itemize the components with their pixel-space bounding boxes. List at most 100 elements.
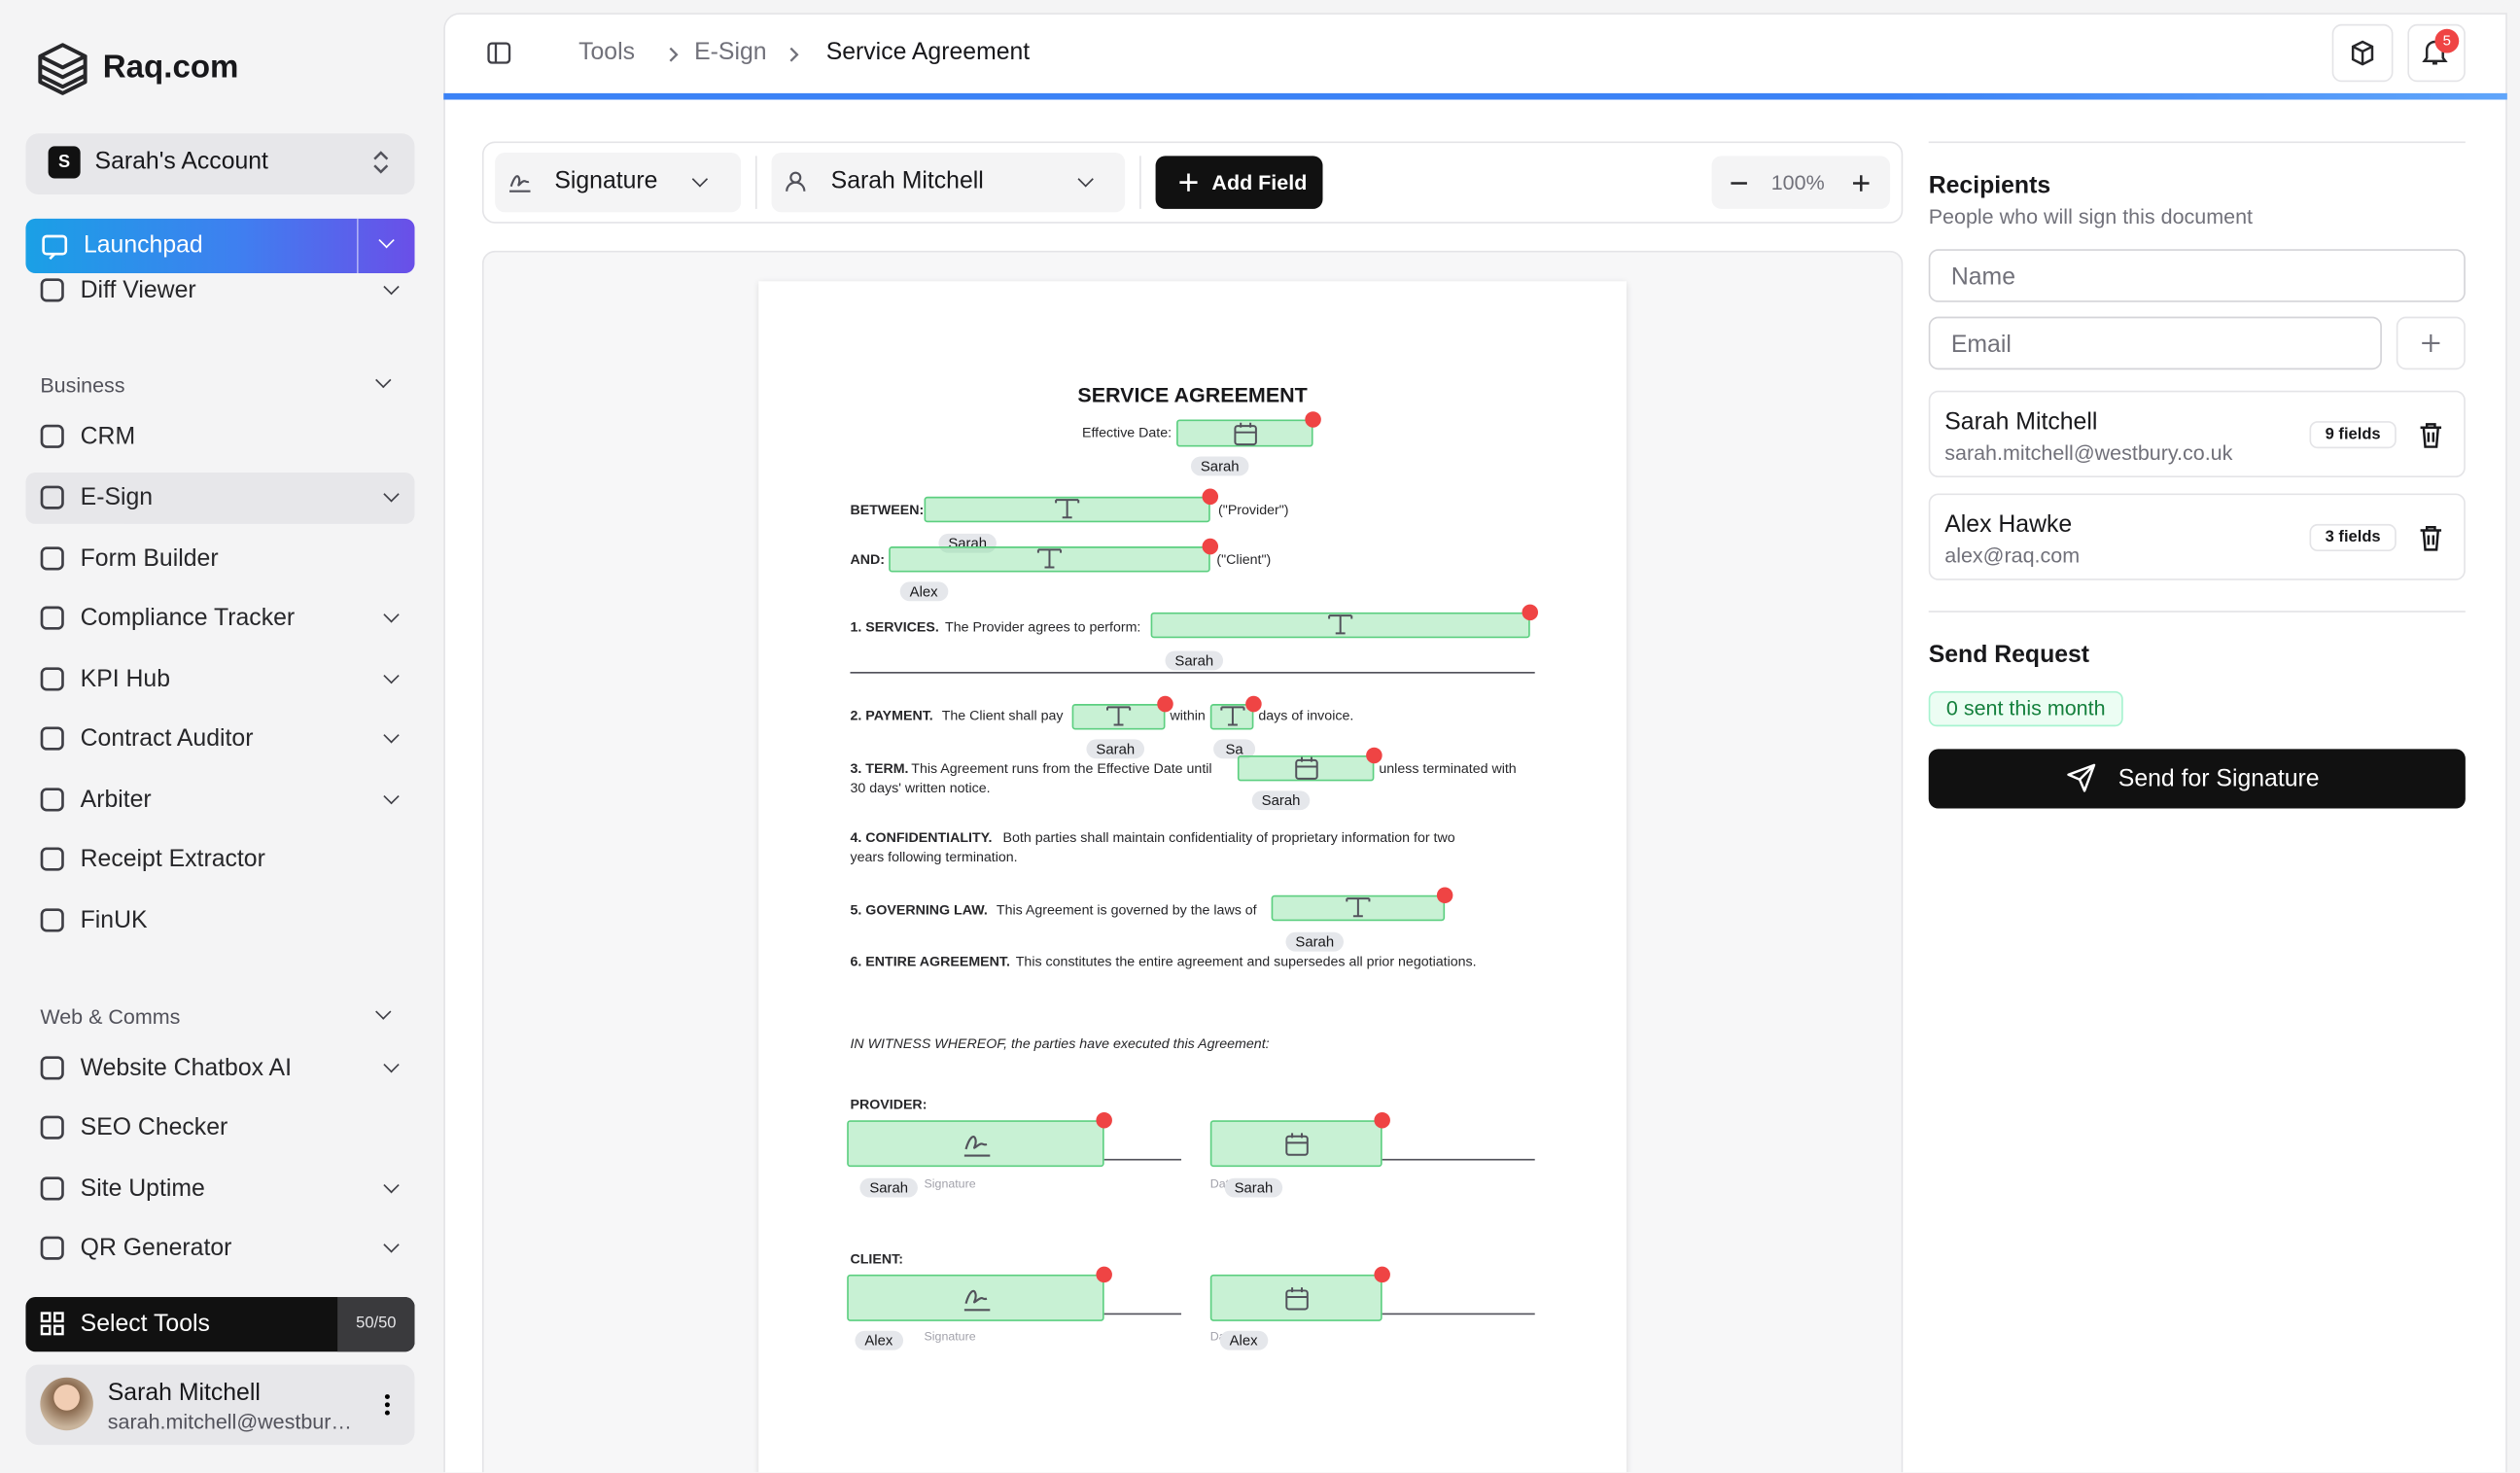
logo (38, 43, 88, 95)
document-text: 30 days' written notice. (850, 779, 991, 796)
field-type-select[interactable] (495, 153, 742, 213)
icon (1054, 497, 1080, 527)
launchpad-label: Launchpad (83, 231, 203, 260)
nav-item[interactable]: Website Chatbox AI (80, 1054, 292, 1082)
chevron (383, 727, 400, 744)
account-initial: S (48, 146, 81, 179)
chevron (383, 667, 400, 684)
recipients-title: Recipients (1928, 171, 2051, 199)
remove-field[interactable] (1096, 1266, 1112, 1283)
document-text: Both parties shall maintain confidential… (1002, 828, 1455, 846)
nav-item[interactable]: SEO Checker (80, 1113, 228, 1141)
chevron (383, 607, 400, 623)
remove-field[interactable] (1374, 1111, 1390, 1129)
icon (39, 725, 66, 760)
nav-item[interactable]: CRM (80, 422, 136, 450)
field-type: Signature (554, 166, 658, 195)
notifications[interactable] (2407, 23, 2466, 83)
send-button[interactable] (1928, 749, 2466, 809)
remove-field[interactable] (1366, 747, 1382, 764)
chevron (383, 1237, 400, 1253)
nav-item[interactable]: Receipt Extractor (80, 845, 265, 873)
signature-field[interactable] (1209, 1274, 1382, 1321)
user-name: Sarah Mitchell (107, 1379, 261, 1407)
remove-field[interactable] (1202, 538, 1219, 555)
icon (508, 170, 532, 200)
document-text: 3. TERM. (850, 759, 909, 777)
remove-field[interactable] (1096, 1111, 1112, 1129)
nav-item[interactable]: Contract Auditor (80, 724, 254, 753)
field-count: 3 fields (2309, 523, 2397, 552)
document-text: IN WITNESS WHEREOF, the parties have exe… (850, 1035, 1270, 1052)
recipient-card (1928, 390, 2466, 477)
remove-field[interactable] (1202, 488, 1219, 506)
progress-line (443, 92, 2507, 100)
chevron (383, 1176, 400, 1194)
rule (1382, 1158, 1535, 1161)
field-tag: Sarah (1224, 1177, 1283, 1198)
nav-group[interactable]: Web & Comms (40, 1004, 181, 1029)
icon (40, 1312, 65, 1346)
user-email: sarah.mitchell@westbury.co.uk (107, 1409, 357, 1434)
remove-field[interactable] (1305, 411, 1321, 428)
chevron (383, 278, 400, 296)
select-tools-label: Select Tools (80, 1310, 210, 1338)
signature-field[interactable] (1209, 1120, 1382, 1168)
launchpad[interactable] (25, 218, 415, 274)
remove-field[interactable] (1374, 1266, 1390, 1283)
rule (1103, 1158, 1182, 1161)
nav-item[interactable]: Arbiter (80, 786, 152, 814)
document-text: ("Client") (1216, 551, 1272, 568)
recipient-name: Alex Hawke (1944, 510, 2073, 539)
document-text: years following termination. (850, 848, 1018, 865)
remove-field[interactable] (1522, 604, 1539, 621)
document-text: The Client shall pay (941, 707, 1064, 723)
icon (962, 1285, 992, 1319)
add-recipient[interactable] (2396, 316, 2466, 370)
select-tools-count: 50/50 (356, 1315, 397, 1333)
document-text: This Agreement runs from the Effective D… (911, 759, 1212, 777)
nav-item[interactable]: Diff Viewer (80, 276, 196, 304)
divider (754, 156, 757, 209)
nav-item[interactable]: QR Generator (80, 1234, 232, 1262)
field-tag: Alex (899, 581, 948, 602)
signature-field[interactable] (1176, 419, 1313, 447)
delete-recipient[interactable] (2419, 524, 2444, 551)
delete-recipient[interactable] (2419, 421, 2444, 448)
icon-button[interactable] (2331, 23, 2394, 83)
field-count: 9 fields (2309, 421, 2397, 449)
chevron (375, 1003, 392, 1020)
recipient-email: sarah.mitchell@westbury.co.uk (1944, 439, 2233, 465)
icon (39, 423, 66, 458)
name-input[interactable]: Name (1928, 249, 2466, 302)
document-text: 1. SERVICES. (850, 618, 939, 635)
nav-item[interactable]: KPI Hub (80, 665, 171, 693)
field-tag: Sarah (1190, 456, 1249, 476)
icon (1730, 172, 1749, 201)
brand: Raq.com (102, 50, 239, 86)
remove-field[interactable] (1436, 887, 1453, 904)
document-text: BETWEEN: (850, 501, 925, 518)
breadcrumb[interactable]: E-Sign (694, 38, 767, 66)
document-text: The Provider agrees to perform: (945, 618, 1141, 635)
nav-group[interactable]: Business (40, 372, 125, 398)
icon (39, 906, 66, 941)
nav-item[interactable]: Form Builder (80, 544, 219, 573)
account-switcher[interactable] (25, 133, 415, 195)
email-input[interactable]: Email (1928, 316, 2382, 370)
document-text: Effective Date: (1081, 424, 1172, 440)
icon (382, 1392, 392, 1426)
nav-item[interactable]: Site Uptime (80, 1175, 205, 1203)
icon (1346, 895, 1371, 926)
document-text: Signature (924, 1329, 976, 1344)
field-tag: Sarah (1086, 739, 1145, 759)
breadcrumb[interactable]: Tools (578, 38, 636, 66)
nav-item[interactable]: E-Sign (80, 483, 154, 511)
nav-item[interactable]: FinUK (80, 906, 148, 934)
remove-field[interactable] (1157, 695, 1173, 713)
icon (1178, 172, 1199, 201)
nav-item[interactable]: Compliance Tracker (80, 604, 296, 632)
remove-field[interactable] (1245, 695, 1262, 713)
recipient-select[interactable] (771, 153, 1126, 213)
count-box (337, 1297, 415, 1352)
